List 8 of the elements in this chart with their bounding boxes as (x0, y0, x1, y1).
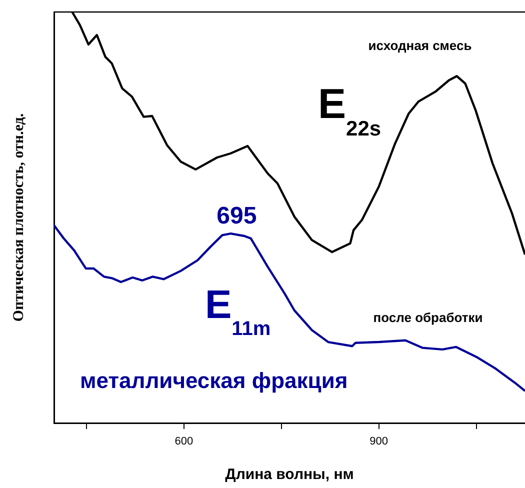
text: исходная смесь (368, 38, 472, 53)
series-label: после обработки (373, 310, 483, 325)
y-axis-title: Оптическая плотность, отн.ед. (10, 113, 27, 322)
annotation: металлическая фракция (80, 368, 348, 393)
x-tick-label: 600 (174, 436, 194, 448)
x-tick-label: 900 (370, 436, 388, 448)
annotation: 695 (216, 202, 257, 230)
x-axis-title: Длина волны, нм (225, 466, 354, 484)
